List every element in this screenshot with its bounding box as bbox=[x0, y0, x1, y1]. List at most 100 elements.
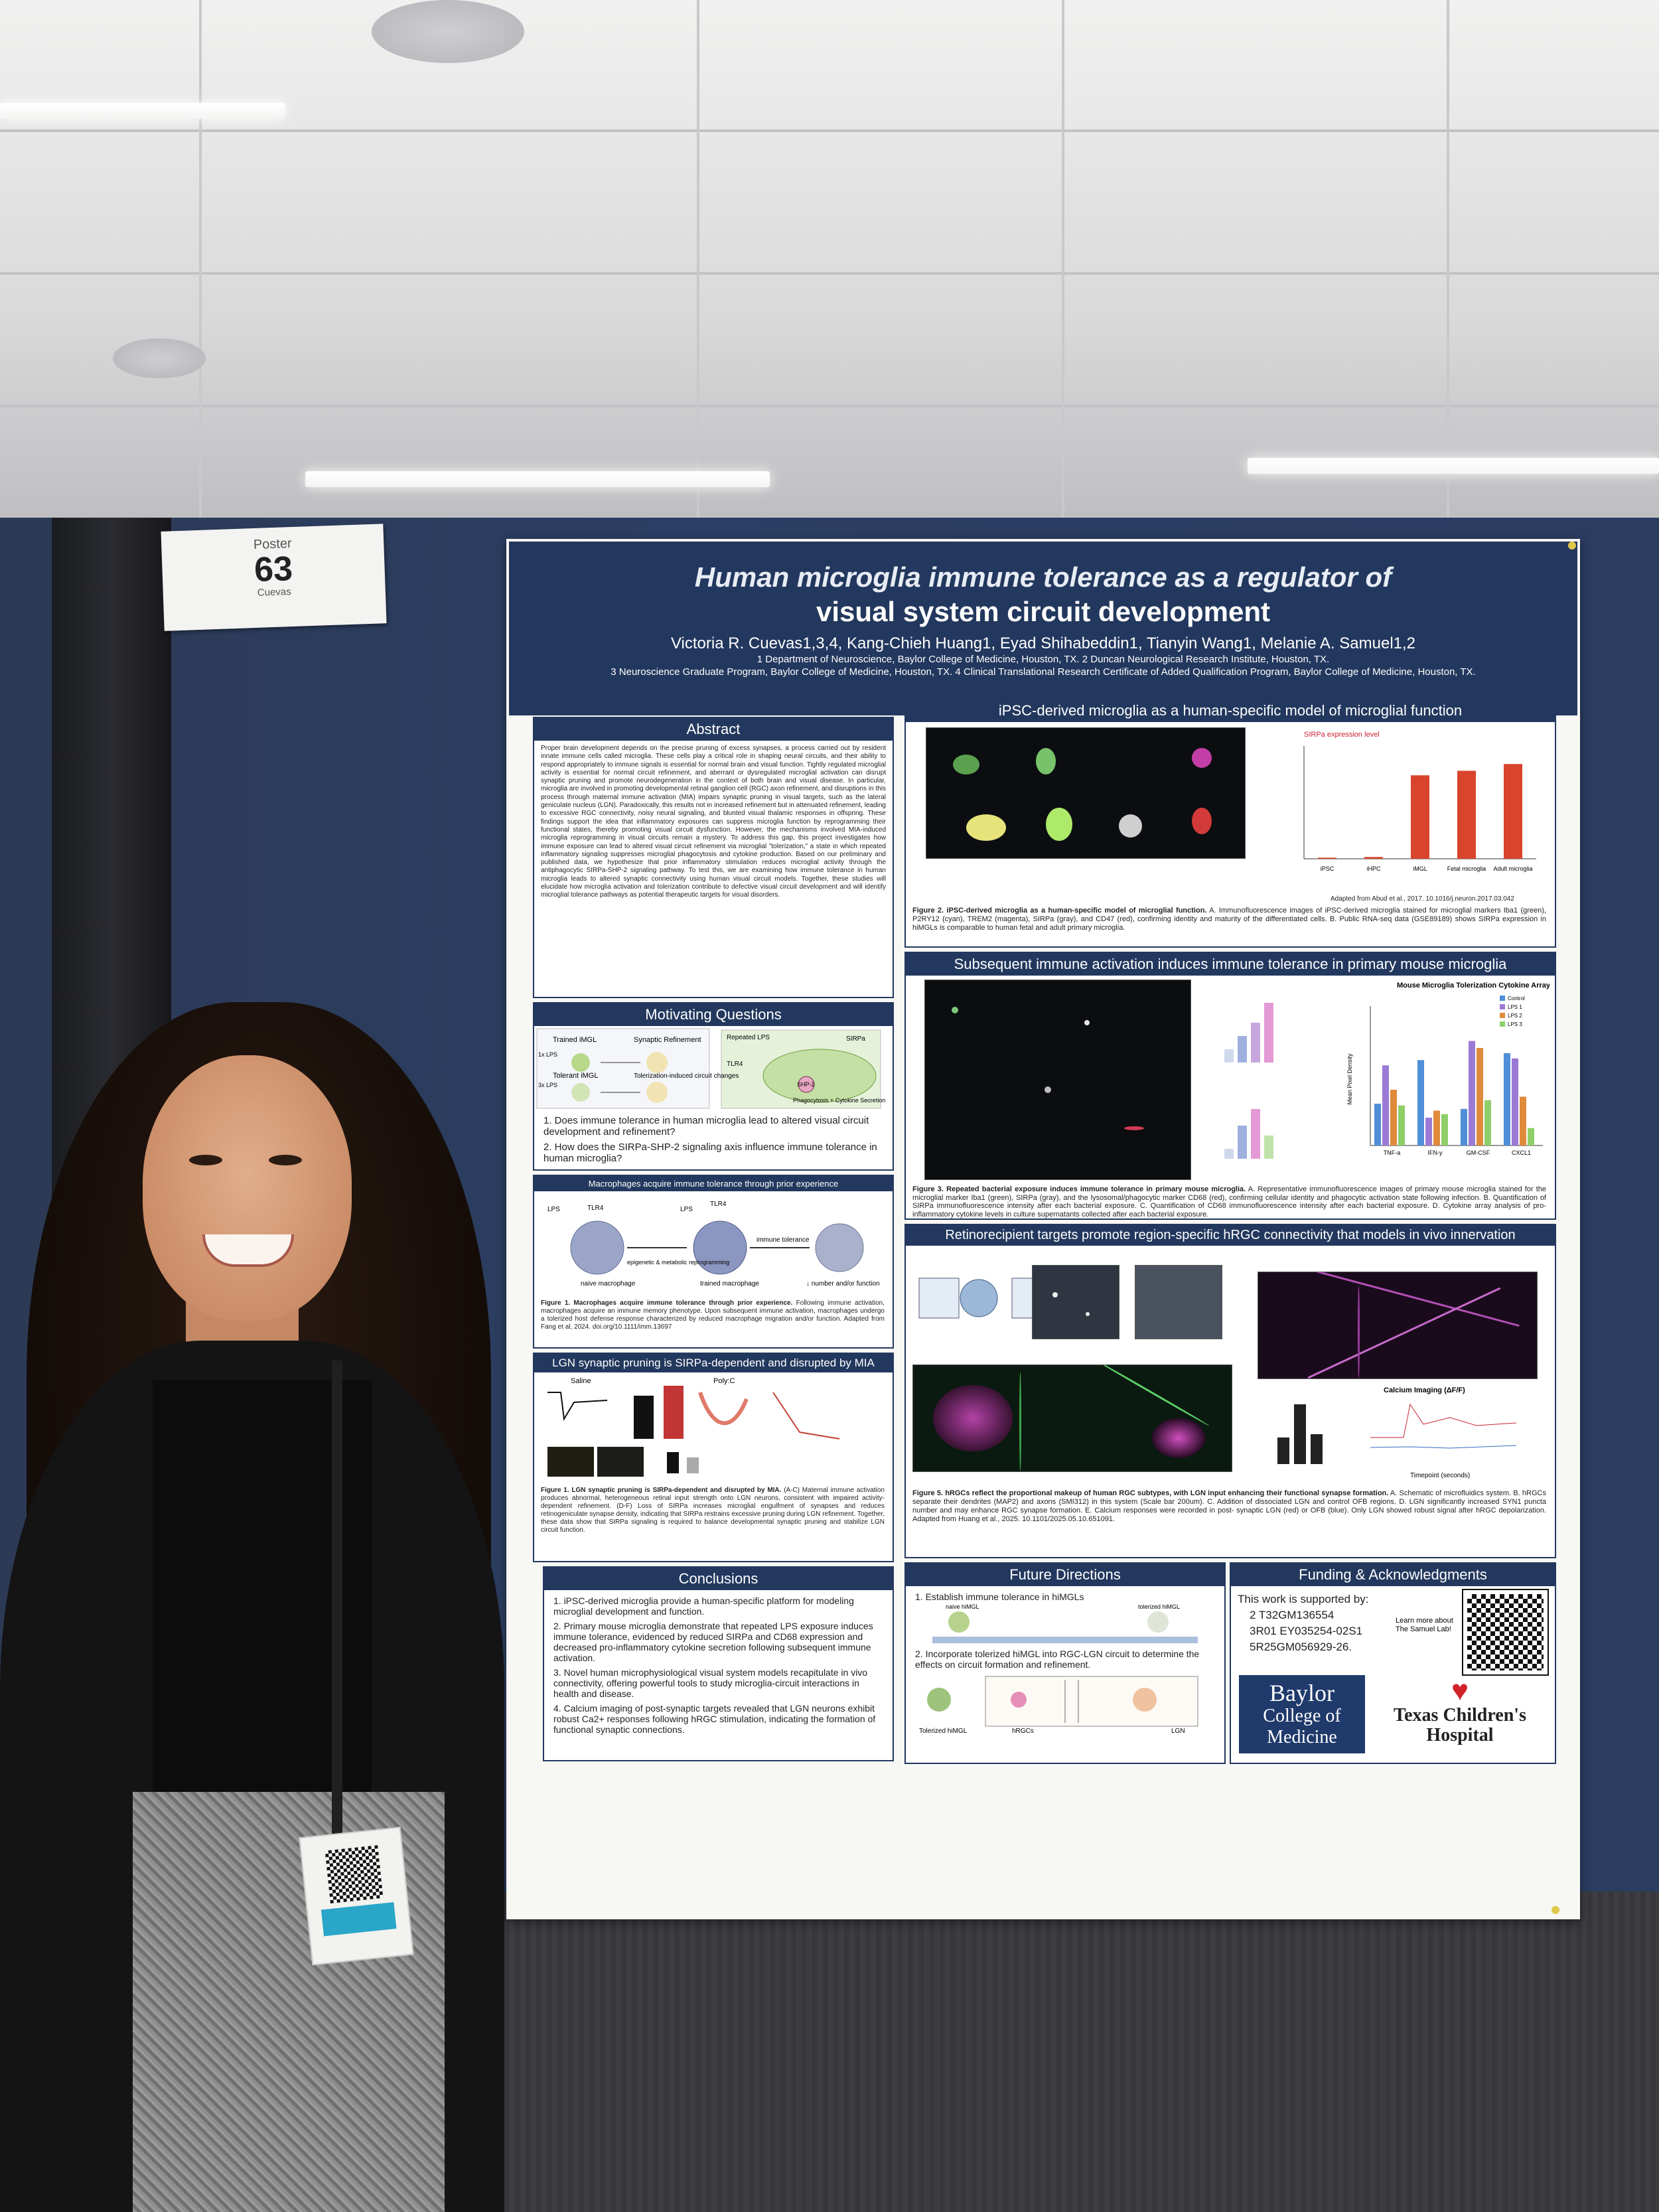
caption-title: Figure 1. LGN synaptic pruning is SIRPa-… bbox=[541, 1487, 782, 1494]
diagram-label: SHP-2 bbox=[797, 1081, 815, 1088]
chart-bar bbox=[1528, 1128, 1534, 1145]
chart-bar bbox=[1411, 775, 1429, 859]
chart-legend-label: SIRPa expression level bbox=[1304, 731, 1380, 739]
research-poster: Human microglia immune tolerance as a re… bbox=[506, 539, 1580, 1919]
diagram-label: 3x LPS bbox=[538, 1082, 557, 1088]
presenter-eye bbox=[269, 1155, 302, 1165]
future-directions-section: Future Directions 1. Establish immune to… bbox=[904, 1562, 1226, 1764]
future-diagram-top: naive hiMGL tolerized hiMGL bbox=[932, 1603, 1198, 1643]
diagram-label: immune tolerance bbox=[757, 1236, 810, 1244]
grant-number: 2 T32GM136554 bbox=[1250, 1609, 1334, 1621]
caption-text: A. Schematic of microfluidics system. B.… bbox=[912, 1489, 1546, 1523]
tolerant-imgl-cell bbox=[571, 1083, 590, 1102]
caption-text: A. Representative immunofluorescence ima… bbox=[912, 1185, 1546, 1218]
diagram-label: hRGCs bbox=[1012, 1728, 1034, 1735]
diagram-label: 1x LPS bbox=[538, 1051, 557, 1058]
y-axis-label: Mean Pixel Density bbox=[1346, 1053, 1353, 1105]
legend-label: LPS 1 bbox=[1508, 1004, 1522, 1010]
section-heading: Future Directions bbox=[906, 1564, 1224, 1586]
conclusions-list: 1. iPSC-derived microglia provide a huma… bbox=[544, 1590, 893, 1744]
affiliation-line: 1 Department of Neuroscience, Baylor Col… bbox=[757, 654, 1330, 665]
diagram-label: LPS bbox=[547, 1206, 560, 1213]
conclusion-item: 2. Primary mouse microglia demonstrate t… bbox=[553, 1621, 873, 1663]
diagram-label: LGN bbox=[1171, 1728, 1185, 1735]
diagram-label: Repeated LPS bbox=[727, 1034, 770, 1041]
section-heading: Funding & Acknowledgments bbox=[1231, 1564, 1555, 1586]
texas-childrens-logo: ♥ Texas Children's Hospital bbox=[1370, 1676, 1550, 1753]
conclusions-section: Conclusions 1. iPSC-derived microglia pr… bbox=[543, 1566, 894, 1761]
poster-header: Human microglia immune tolerance as a re… bbox=[509, 542, 1577, 715]
chart-bar bbox=[1461, 1108, 1467, 1145]
naive-macrophage bbox=[570, 1220, 624, 1275]
chart-bar bbox=[1504, 764, 1522, 859]
grant-number: 3R01 EY035254-02S1 bbox=[1250, 1625, 1363, 1637]
chart-bar bbox=[1441, 1114, 1448, 1145]
ceiling-light bbox=[1248, 458, 1659, 474]
logo-text: Baylor bbox=[1269, 1680, 1334, 1706]
axonal-compartment-images bbox=[1258, 1272, 1538, 1379]
ceiling-vent bbox=[113, 338, 206, 378]
ipsc-section: iPSC-derived microglia as a human-specif… bbox=[904, 698, 1556, 948]
future-item: 2. Incorporate tolerized hiMGL into RGC-… bbox=[915, 1649, 1200, 1670]
section-heading: Abstract bbox=[534, 718, 893, 741]
x-tick-label: IFN-y bbox=[1428, 1149, 1443, 1156]
ceiling-light bbox=[0, 103, 285, 119]
chart-bar bbox=[1382, 1065, 1389, 1145]
legend-label: LPS 3 bbox=[1508, 1021, 1522, 1027]
diagram-label: Tolerization-induced circuit changes bbox=[634, 1072, 739, 1080]
motivating-questions-section: Motivating Questions Trained iMGL Synapt… bbox=[533, 1002, 894, 1171]
diagram-label: naive macrophage bbox=[581, 1280, 636, 1288]
future-diagram-bottom: Tolerized hiMGL hRGCs LGN bbox=[919, 1676, 1198, 1735]
question-item: 1. Does immune tolerance in human microg… bbox=[543, 1115, 869, 1138]
abstract-section: Abstract Proper brain development depend… bbox=[533, 717, 894, 998]
lgn-pruning-section: LGN synaptic pruning is SIRPa-dependent … bbox=[533, 1353, 894, 1562]
diagram-label: Tolerant iMGL bbox=[553, 1072, 598, 1080]
pushpin bbox=[1568, 542, 1576, 550]
conclusion-item: 1. iPSC-derived microglia provide a huma… bbox=[553, 1595, 854, 1617]
ceiling bbox=[0, 0, 1659, 531]
conclusion-item: 3. Novel human microphysiological visual… bbox=[553, 1667, 868, 1699]
axonal-chamber-image bbox=[1135, 1265, 1222, 1339]
funding-section: Funding & Acknowledgments This work is s… bbox=[1230, 1562, 1556, 1764]
diagram-label: trained macrophage bbox=[700, 1280, 759, 1288]
legend-swatch bbox=[1500, 1004, 1505, 1009]
tolerant-macrophage bbox=[815, 1223, 864, 1272]
diagram-label: epigenetic & metabolic reprogramming bbox=[627, 1259, 729, 1266]
legend-swatch bbox=[1500, 995, 1505, 1001]
diagram-label: Trained iMGL bbox=[553, 1036, 597, 1044]
section-heading: Motivating Questions bbox=[534, 1003, 893, 1026]
lgn-figure-panels: Saline Poly:C bbox=[547, 1377, 840, 1477]
legend-label: LPS 2 bbox=[1508, 1013, 1522, 1019]
diagram-label: Tolerized hiMGL bbox=[919, 1728, 968, 1735]
ceiling-vent bbox=[372, 0, 524, 63]
chart-bar bbox=[1398, 1105, 1405, 1145]
axis-label: Timepoint (seconds) bbox=[1410, 1472, 1470, 1479]
qr-code-icon[interactable] bbox=[1462, 1589, 1549, 1676]
diagram-label: TLR4 bbox=[587, 1205, 604, 1212]
legend-swatch bbox=[1500, 1021, 1505, 1027]
legend-swatch bbox=[1500, 1013, 1505, 1018]
diagram-label: ↓ number and/or function bbox=[806, 1280, 880, 1288]
motivating-diagram: Trained iMGL Synaptic Refinement Toleran… bbox=[536, 1028, 885, 1109]
chart-bar bbox=[1364, 857, 1383, 859]
x-tick-label: GM-CSF bbox=[1467, 1149, 1490, 1156]
chart-bar bbox=[1484, 1100, 1491, 1145]
diagram-label: naive hiMGL bbox=[946, 1603, 979, 1610]
abstract-text: Proper brain development depends on the … bbox=[541, 745, 886, 899]
chart-bar bbox=[1318, 857, 1336, 859]
mouse-tolerance-section: Subsequent immune activation induces imm… bbox=[904, 952, 1556, 1220]
caption-text: A. Immunofluorescence images of iPSC-der… bbox=[912, 907, 1546, 932]
macrophage-section: Macrophages acquire immune tolerance thr… bbox=[533, 1175, 894, 1349]
x-tick-label: Adult microglia bbox=[1493, 865, 1532, 872]
grant-number: 5R25GM056929-26. bbox=[1250, 1641, 1352, 1653]
caption-title: Figure 1. Macrophages acquire immune tol… bbox=[541, 1299, 793, 1307]
section-heading: Subsequent immune activation induces imm… bbox=[906, 953, 1555, 976]
diagram-label: Phagocytosis + Cytokine Secretion bbox=[793, 1097, 885, 1104]
chart-bar bbox=[1512, 1058, 1518, 1145]
logo-text: College of bbox=[1263, 1706, 1341, 1726]
pushpin bbox=[1551, 1906, 1559, 1914]
figure-caption: Figure 1. LGN synaptic pruning is SIRPa-… bbox=[541, 1487, 885, 1534]
x-tick-label: iPSC bbox=[1321, 865, 1334, 872]
logo-text: Medicine bbox=[1267, 1727, 1337, 1747]
